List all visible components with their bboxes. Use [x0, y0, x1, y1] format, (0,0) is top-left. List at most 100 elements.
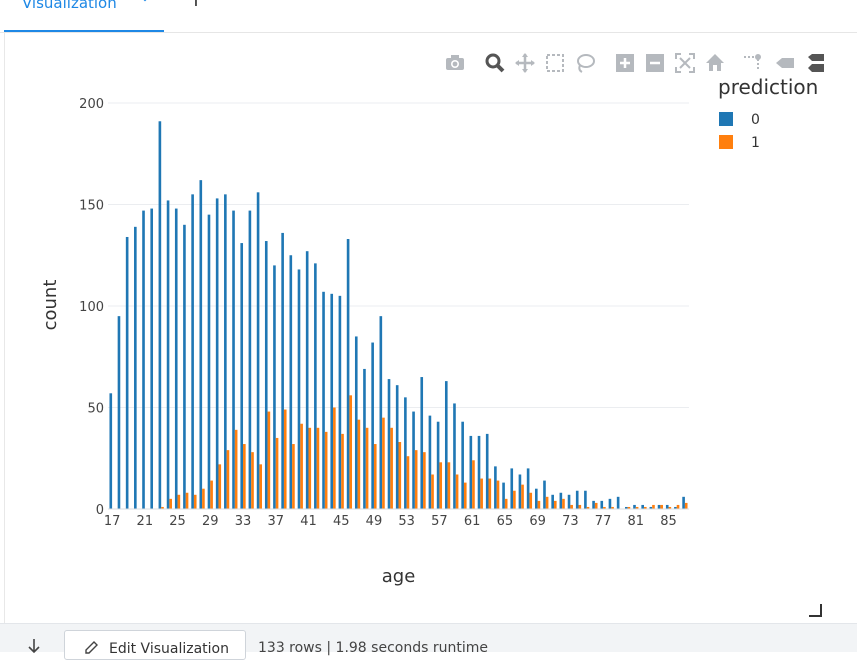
legend-label-0: 0 — [751, 112, 760, 128]
hover-compare-icon[interactable] — [804, 52, 826, 74]
y-tick-label: 200 — [79, 97, 104, 112]
bar-series-0 — [232, 210, 235, 509]
y-axis-title: count — [40, 280, 61, 331]
bar-series-1 — [267, 411, 271, 509]
bar-series-1 — [243, 444, 246, 509]
bar-series-1 — [251, 452, 254, 509]
bar-series-1 — [660, 504, 663, 509]
bar-series-1 — [463, 482, 467, 509]
bar-series-1 — [603, 506, 606, 509]
bar-series-0 — [436, 421, 440, 509]
footer-bar: Edit Visualization 133 rows | 1.98 secon… — [0, 623, 857, 660]
box-select-icon[interactable] — [544, 52, 566, 74]
bar-series-0 — [534, 488, 538, 509]
x-tick-label: 85 — [660, 514, 677, 529]
bar-series-0 — [404, 397, 407, 509]
bar-series-1 — [480, 478, 483, 509]
bar-series-1 — [373, 444, 377, 509]
bar-series-0 — [273, 265, 276, 509]
bar-series-0 — [264, 241, 268, 510]
bar-series-0 — [469, 435, 473, 509]
bar-series-0 — [395, 385, 399, 509]
bar-series-0 — [363, 368, 366, 509]
bar-series-0 — [314, 263, 317, 509]
edit-visualization-label: Edit Visualization — [109, 641, 229, 657]
x-tick-label: 17 — [104, 514, 121, 529]
bar-series-1 — [570, 504, 573, 509]
x-tick-label: 57 — [431, 514, 448, 529]
bar-series-1 — [161, 506, 164, 509]
edit-visualization-button[interactable]: Edit Visualization — [64, 630, 246, 660]
bar-series-0 — [387, 379, 391, 509]
tab-visualization[interactable] — [4, 0, 164, 32]
histogram-chart[interactable]: 0 50 100 150 200 17 21 25 29 33 37 41 45 49 53 57 61 65 69… — [0, 0, 857, 623]
bar-series-1 — [357, 419, 361, 509]
bar-series-1 — [218, 464, 222, 509]
bar-series-1 — [455, 474, 459, 509]
pan-icon[interactable] — [514, 52, 536, 74]
reset-axes-icon[interactable] — [704, 52, 726, 74]
bar-series-0 — [117, 316, 121, 509]
bar-series-0 — [199, 180, 203, 509]
bar-series-1 — [423, 452, 426, 509]
hover-closest-icon[interactable] — [774, 52, 796, 74]
bar-series-0 — [289, 255, 293, 509]
run-status-text: 133 rows | 1.98 seconds runtime — [258, 640, 488, 656]
bar-series-1 — [496, 480, 500, 509]
bar-series-1 — [578, 504, 582, 509]
legend-swatch-0 — [719, 112, 733, 126]
bar-series-0 — [224, 194, 227, 509]
spike-lines-icon[interactable] — [742, 52, 764, 74]
bar-series-0 — [420, 377, 424, 509]
bar-series-0 — [150, 208, 154, 509]
bar-series-1 — [504, 498, 508, 509]
arrow-down-icon[interactable] — [26, 638, 42, 654]
x-tick-label: 53 — [398, 514, 415, 529]
add-tab-button[interactable]: + — [186, 0, 206, 11]
lasso-select-icon[interactable] — [574, 52, 596, 74]
autoscale-icon[interactable] — [674, 52, 696, 74]
bar-series-0 — [215, 198, 219, 509]
legend-label-1: 1 — [751, 135, 760, 151]
zoom-in-icon[interactable] — [614, 52, 636, 74]
x-tick-label: 69 — [529, 514, 546, 529]
bar-series-1 — [349, 395, 353, 509]
bar-series-0 — [674, 506, 677, 509]
x-axis-title: age — [382, 566, 416, 587]
bar-series-1 — [652, 504, 655, 509]
bar-series-0 — [330, 293, 334, 509]
x-tick-label: 77 — [595, 514, 612, 529]
bar-series-0 — [109, 393, 113, 509]
bar-series-0 — [453, 403, 456, 509]
camera-icon[interactable] — [444, 52, 466, 74]
bar-series-0 — [305, 251, 309, 509]
x-tick-label: 65 — [497, 514, 514, 529]
bar-series-0 — [502, 482, 505, 509]
bar-series-0 — [494, 466, 497, 509]
bar-series-1 — [447, 462, 451, 509]
bar-series-0 — [592, 500, 595, 509]
resize-handle-icon[interactable] — [808, 603, 822, 617]
tab-visualization-label[interactable]: Visualization — [22, 0, 117, 12]
bar-series-1 — [283, 409, 287, 509]
bar-series-0 — [125, 236, 129, 510]
bar-series-1 — [300, 423, 303, 509]
bar-series-0 — [191, 194, 194, 509]
bar-series-0 — [379, 316, 383, 509]
x-tick-label: 25 — [169, 514, 186, 529]
bar-series-1 — [308, 427, 312, 509]
zoom-icon[interactable] — [484, 52, 506, 74]
x-tick-label: 37 — [267, 514, 284, 529]
bar-series-1 — [177, 494, 181, 509]
bar-series-1 — [324, 431, 328, 509]
bar-series-1 — [390, 427, 393, 509]
bar-series-1 — [537, 500, 541, 509]
bar-series-1 — [627, 506, 631, 509]
zoom-out-icon[interactable] — [644, 52, 666, 74]
bar-series-1 — [333, 407, 336, 509]
bar-series-0 — [346, 239, 350, 509]
legend-swatch-1 — [719, 135, 733, 149]
bar-series-0 — [625, 506, 628, 509]
bar-series-0 — [248, 210, 252, 509]
bar-series-0 — [526, 468, 530, 509]
